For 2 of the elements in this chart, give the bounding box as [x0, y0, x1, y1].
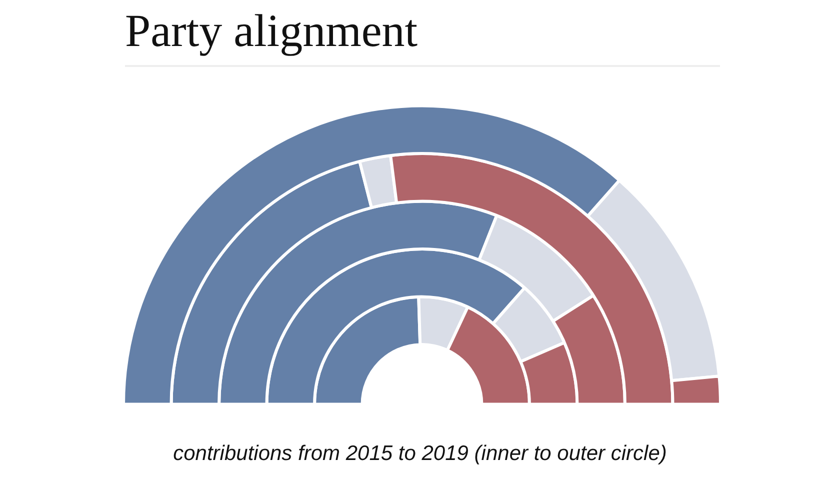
chart-title: Party alignment	[125, 4, 720, 67]
text: contributions from 2015 to 2019 (inner to outer circle)	[172, 442, 668, 466]
